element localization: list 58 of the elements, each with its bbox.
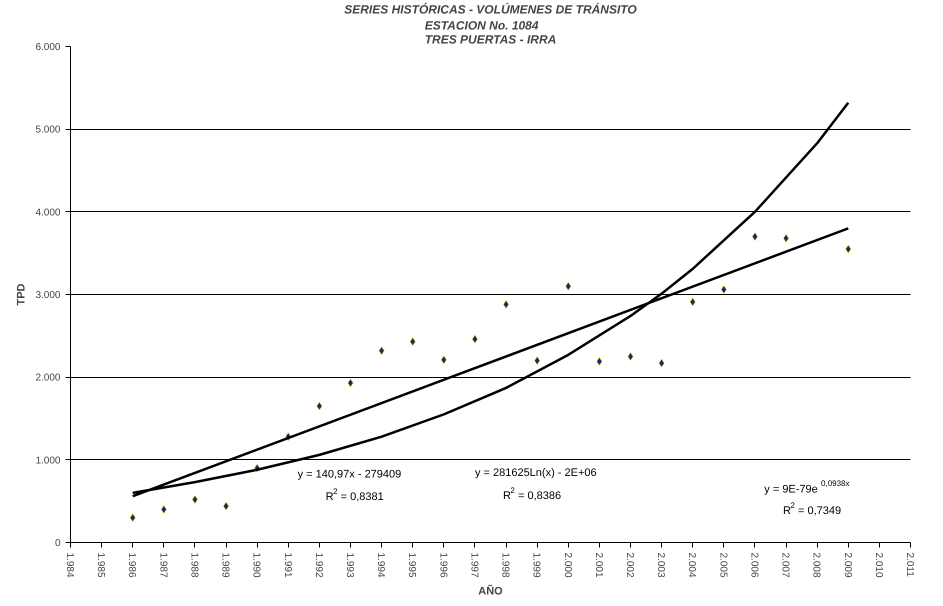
x-tick-label: 2.006 [748, 552, 760, 578]
x-tick-label: 1.999 [530, 552, 542, 578]
point [503, 300, 510, 309]
x-tick-label: 1.990 [250, 552, 262, 578]
point [658, 358, 665, 368]
point [192, 495, 198, 504]
y-tick-label: 4.000 [35, 207, 61, 218]
point [752, 232, 758, 241]
y-tick-label: 2.000 [35, 372, 61, 384]
point [223, 502, 230, 510]
annotation: y = 281625Ln(x) - 2E+06 [474, 467, 597, 480]
point [534, 356, 540, 365]
point [440, 356, 447, 364]
y-tick-label: 6.000 [35, 42, 61, 53]
annotation: y = 9E-79e0,0938x [764, 479, 850, 496]
x-tick-label: 2.011 [904, 552, 915, 578]
point [690, 298, 696, 306]
x-tick-label: 1.994 [375, 552, 386, 578]
x-tick-label: 2.000 [562, 552, 573, 578]
y-tick-label: 0 [54, 538, 61, 549]
point [410, 337, 416, 346]
y-tick-label: 5.000 [35, 124, 61, 136]
point [472, 334, 478, 344]
x-tick-label: 1.989 [220, 552, 231, 578]
chart-subtitle: ESTACION No. 1084 TRES PUERTAS - IRRA [424, 18, 556, 46]
x-tick-label: 1.984 [64, 552, 75, 578]
x-tick-label: 1.996 [437, 552, 448, 578]
y-axis-title: TPD [15, 283, 28, 306]
x-tick-label: 1.992 [312, 552, 324, 578]
x-tick-label: 1.998 [500, 552, 511, 578]
x-tick-label: 1.997 [468, 552, 480, 578]
x-tick-label: 1.985 [95, 552, 106, 578]
x-tick-label: 1.988 [188, 552, 200, 578]
x-tick-label: 2.003 [655, 552, 666, 578]
y-tick-label: 3.000 [35, 290, 61, 301]
x-axis-title: AÑO [478, 584, 504, 598]
annotation: y = 140,97x - 279409 [298, 468, 402, 481]
x-tick-label: 1.987 [157, 552, 168, 578]
x-tick-label: 1.993 [344, 552, 355, 578]
point [845, 244, 852, 254]
x-tick-label: 2.002 [624, 552, 635, 578]
x-tick-label: 1.995 [406, 552, 418, 578]
point [596, 357, 602, 366]
point [720, 285, 727, 294]
x-tick-label: 1.986 [126, 552, 138, 578]
y-tick-label: 1.000 [35, 455, 61, 466]
x-tick-label: 2.009 [842, 552, 853, 578]
x-tick-label: 2.008 [810, 552, 822, 578]
point [316, 402, 322, 410]
point [130, 513, 136, 522]
x-tick-label: 2.004 [686, 552, 698, 578]
x-tick-label: 1.991 [282, 552, 293, 578]
chart-title: SERIES HISTÓRICAS - VOLÚMENES DE TRÁNSITO [344, 2, 638, 16]
x-tick-label: 2.005 [717, 552, 728, 578]
x-tick-label: 2.007 [780, 552, 791, 578]
x-tick-label: 2.001 [592, 552, 604, 578]
point [160, 505, 167, 514]
x-tick-label: 2.010 [872, 552, 884, 578]
